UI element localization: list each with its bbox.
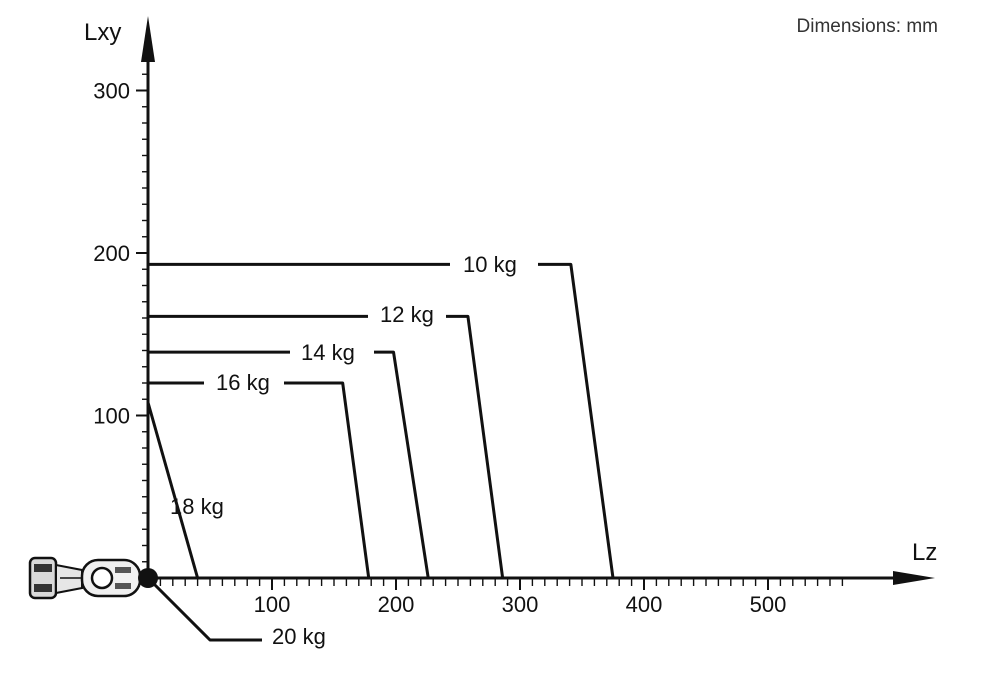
payload-curves — [146, 262, 615, 642]
dimensions-note: Dimensions: mm — [797, 16, 938, 37]
curve-label: 14 kg — [301, 340, 355, 365]
y-tick-labels: 100 200 300 — [93, 79, 130, 429]
origin-dot — [138, 568, 158, 588]
x-tick-label: 400 — [626, 592, 663, 617]
y-tick-label: 100 — [93, 404, 130, 429]
y-tick-label: 200 — [93, 241, 130, 266]
y-tick-label: 300 — [93, 79, 130, 104]
x-axis-arrow — [893, 571, 935, 585]
x-tick-label: 300 — [502, 592, 539, 617]
payload-curve-labels: 10 kg 12 kg 14 kg 16 kg 18 kg 20 kg — [170, 252, 517, 649]
curve-segment — [538, 262, 615, 579]
robot-flange-icon — [28, 556, 142, 600]
curve-segment — [374, 350, 430, 579]
curve-label: 18 kg — [170, 494, 224, 519]
axis-ticks — [136, 57, 844, 590]
curve-label: 20 kg — [272, 624, 326, 649]
curve-label: 12 kg — [380, 302, 434, 327]
leader-line — [152, 582, 262, 642]
x-tick-labels: 100 200 300 400 500 — [254, 592, 787, 617]
curve-segment — [284, 381, 371, 579]
curve-segment — [146, 402, 200, 579]
x-tick-label: 200 — [378, 592, 415, 617]
curve-segment — [446, 314, 505, 579]
x-tick-label: 500 — [750, 592, 787, 617]
y-axis-arrow — [141, 16, 155, 62]
y-axis-label: Lxy — [84, 19, 121, 46]
x-axis-label: Lz — [912, 539, 937, 566]
curve-label: 10 kg — [463, 252, 517, 277]
x-tick-label: 100 — [254, 592, 291, 617]
curve-label: 16 kg — [216, 370, 270, 395]
